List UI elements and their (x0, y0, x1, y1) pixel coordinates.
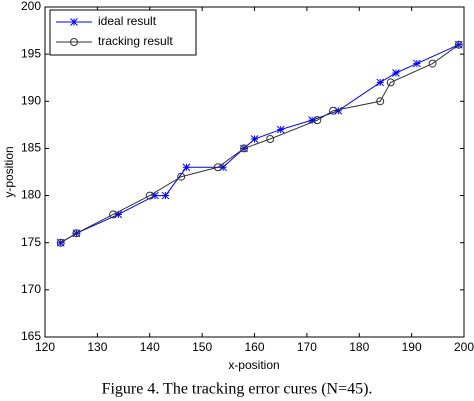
marker (250, 135, 259, 143)
legend-box (49, 9, 197, 56)
marker (376, 78, 385, 87)
marker (329, 106, 338, 115)
x-tick-label: 190 (402, 340, 422, 354)
x-tick-label: 200 (454, 340, 474, 354)
y-tick-label: 180 (21, 188, 41, 202)
marker (386, 78, 395, 87)
y-axis-label: y-position (2, 146, 16, 197)
marker (454, 40, 463, 49)
x-tick-label: 180 (349, 340, 369, 354)
marker (145, 191, 154, 200)
y-tick-label: 190 (21, 93, 41, 107)
marker (392, 69, 400, 77)
marker (428, 59, 437, 68)
marker (177, 172, 186, 181)
y-tick-label: 195 (21, 46, 41, 60)
marker (182, 163, 191, 172)
y-tick-label: 175 (21, 235, 41, 249)
series-line (60, 44, 459, 244)
marker (56, 238, 65, 247)
x-tick-label: 140 (140, 340, 160, 354)
marker (266, 135, 275, 143)
marker (109, 210, 118, 219)
marker (376, 97, 385, 106)
x-tick-label: 120 (35, 340, 55, 354)
x-axis-label: x-position (228, 358, 279, 372)
legend-marker (70, 38, 78, 46)
caption: Figure 4. The tracking error cures (N=45… (102, 381, 373, 398)
y-tick-label: 200 (21, 0, 41, 13)
legend-label: tracking result (98, 34, 173, 48)
plot-frame (44, 6, 465, 338)
marker (213, 163, 222, 172)
y-tick-label: 170 (21, 282, 41, 296)
x-tick-label: 150 (192, 340, 212, 354)
x-tick-label: 170 (297, 340, 317, 354)
x-tick-label: 130 (87, 340, 107, 354)
marker (276, 125, 285, 134)
legend-label: ideal result (98, 14, 157, 28)
y-tick-label: 185 (21, 141, 41, 155)
y-tick-label: 165 (21, 329, 41, 343)
marker (413, 59, 421, 68)
marker (313, 116, 322, 125)
marker (161, 191, 170, 200)
legend-marker (70, 18, 78, 26)
x-tick-label: 160 (244, 340, 264, 354)
marker (72, 229, 81, 238)
marker (240, 144, 249, 153)
